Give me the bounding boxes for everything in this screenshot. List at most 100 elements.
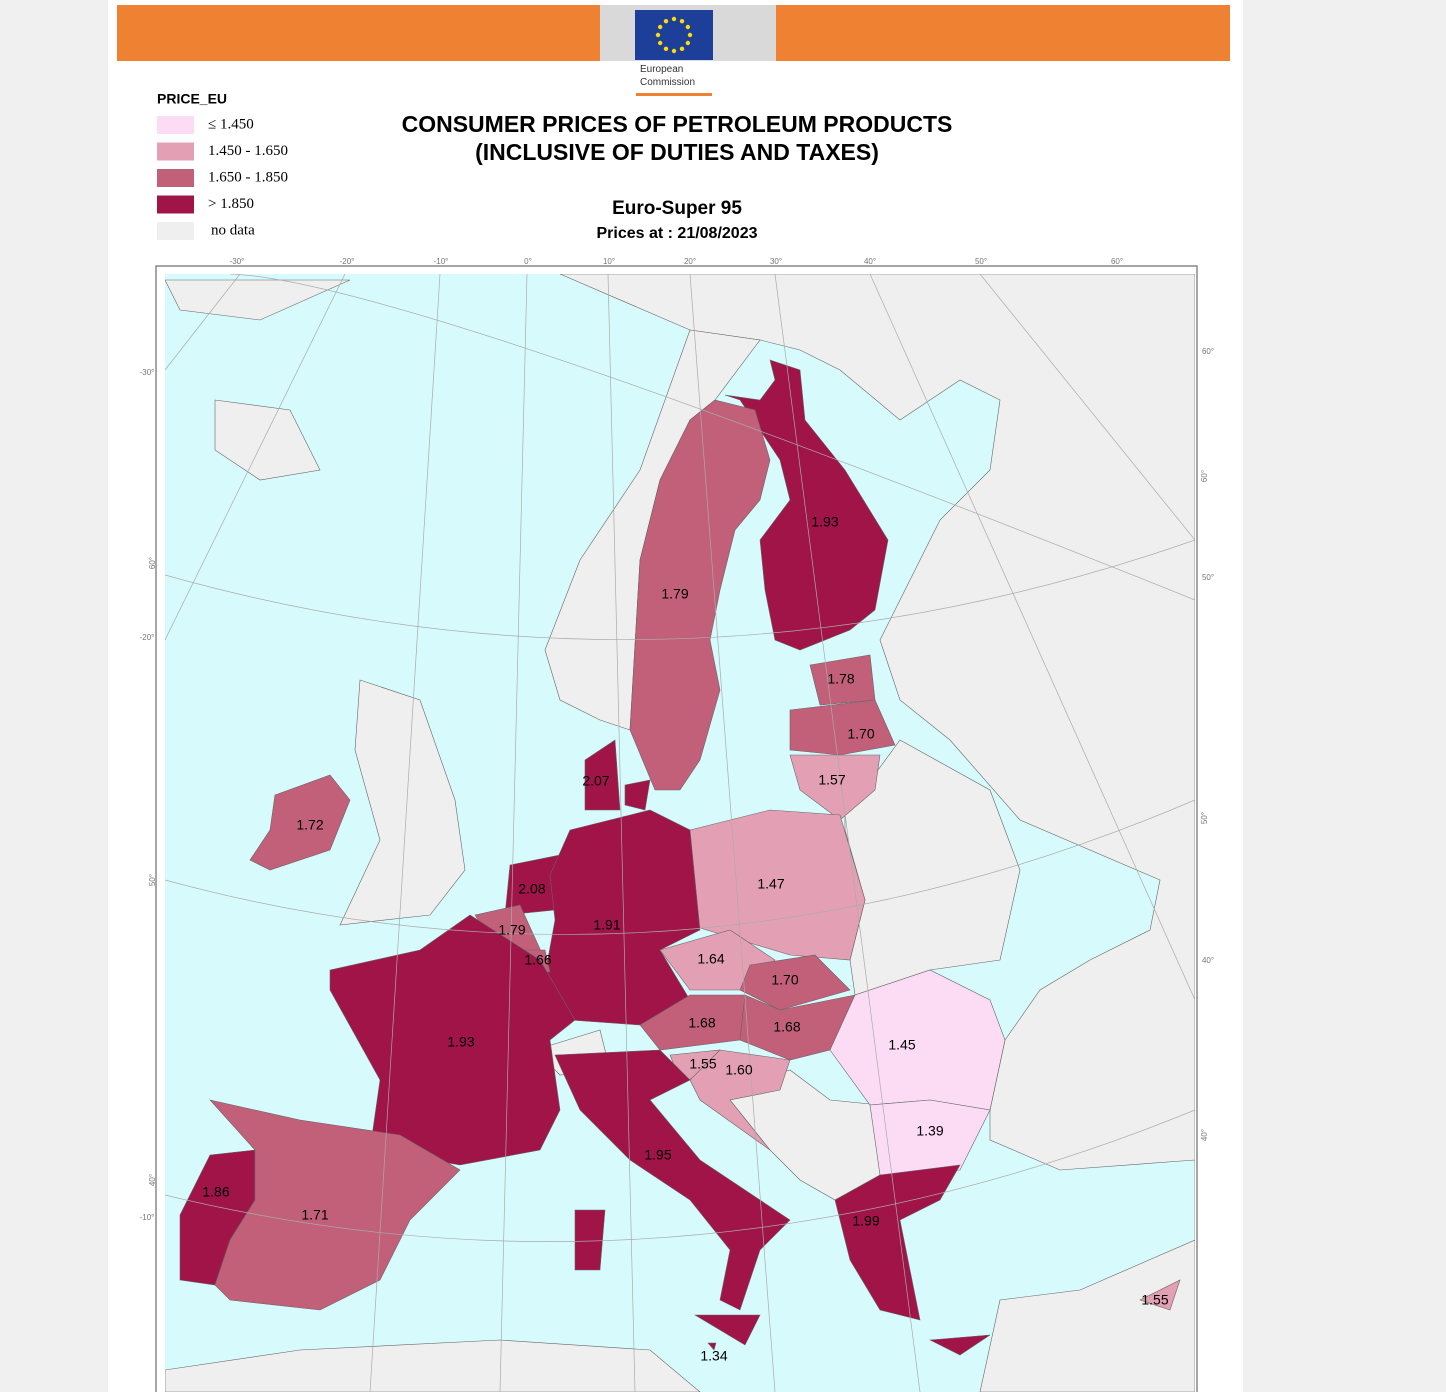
graticule-line [165, 274, 241, 371]
graticule-label: 0° [524, 257, 532, 266]
region-label: 1.70 [847, 726, 874, 742]
country [584, 739, 621, 811]
legend-swatch [157, 222, 194, 240]
country [739, 954, 851, 1011]
graticule-label: -30° [230, 257, 245, 266]
land-no-data [165, 1339, 701, 1392]
graticule-label: 60° [1200, 470, 1209, 482]
logo-underline [636, 93, 712, 96]
region-label: 1.71 [301, 1207, 328, 1223]
region-label: 1.68 [773, 1019, 800, 1035]
star [663, 18, 669, 24]
region-label: 1.47 [757, 876, 784, 892]
country [209, 1099, 461, 1311]
star [687, 32, 693, 38]
region-label: 1.79 [661, 586, 688, 602]
graticule-label: 50° [148, 874, 157, 886]
country [789, 699, 896, 756]
star [671, 16, 677, 22]
region-label: 1.72 [296, 817, 323, 833]
eu-stars [655, 16, 693, 54]
star [655, 32, 661, 38]
legend-swatch [157, 142, 194, 161]
date: Prices at : 21/08/2023 [596, 225, 757, 242]
region-label: 1.79 [498, 922, 525, 938]
graticule-labels: -30° -20° -10° 0° 10° 20° 30° 40° 50° 60° -30° 60° -… [140, 257, 1214, 1222]
legend-swatch [157, 169, 194, 187]
logo-text: Commission [640, 77, 695, 88]
country [629, 399, 771, 791]
country [574, 1209, 606, 1271]
star [685, 40, 691, 46]
region-label: 1.99 [852, 1213, 879, 1229]
graticule-line [499, 274, 528, 1392]
country [554, 1049, 791, 1311]
graticule-label: 60° [148, 557, 157, 569]
graticule-label: -30° [140, 368, 155, 377]
graticule-label: 50° [1200, 812, 1209, 824]
country [689, 1049, 791, 1151]
graticule-label: 20° [684, 257, 696, 266]
graticule-label: 10° [603, 257, 615, 266]
title: (INCLUSIVE OF DUTIES AND TAXES) [475, 139, 879, 165]
graticule-line [774, 274, 921, 1392]
region-label: 2.07 [582, 773, 609, 789]
country [834, 1164, 961, 1321]
legend-label: 1.450 - 1.650 [208, 143, 288, 159]
region-label: 1.68 [688, 1015, 715, 1031]
graticule-line [229, 274, 1195, 601]
region-label: 1.93 [811, 514, 838, 530]
subtitle: Euro-Super 95 [612, 198, 742, 219]
logo-text: European [640, 64, 683, 75]
graticule-line [869, 274, 1195, 1001]
graticule-label: -10° [434, 257, 449, 266]
land-no-data [165, 279, 351, 321]
legend-label: ≤ 1.450 [208, 116, 254, 132]
star [657, 40, 663, 46]
graticule-line [165, 1109, 1195, 1242]
country [544, 809, 701, 1026]
graticule-label: 40° [148, 1174, 157, 1186]
graticule-label: 40° [864, 257, 876, 266]
land-no-data [339, 679, 466, 926]
legend-swatch [157, 195, 194, 214]
graticule-label: -10° [140, 1213, 155, 1222]
region-label: 1.34 [700, 1348, 727, 1364]
country [789, 754, 881, 821]
land [165, 274, 1195, 1392]
star [685, 24, 691, 30]
legend-label: no data [211, 222, 255, 238]
region-label: 1.93 [447, 1034, 474, 1050]
graticule-label: -20° [140, 633, 155, 642]
country [624, 779, 651, 811]
region-label: 1.39 [916, 1123, 943, 1139]
region-label: 1.57 [818, 772, 845, 788]
region-label: 1.64 [697, 951, 724, 967]
graticule-line [689, 274, 776, 1392]
legend: PRICE_EU ≤ 1.450 1.450 - 1.650 1.650 - 1.8… [157, 91, 288, 240]
region-label: 1.66 [524, 952, 551, 968]
land-no-data [559, 274, 1195, 1392]
star [663, 46, 669, 52]
graticule-label: 60° [1202, 347, 1214, 356]
header: European Commission [117, 5, 1230, 96]
region-label: 1.78 [827, 671, 854, 687]
graticule-line [979, 274, 1195, 541]
graticule-label: 30° [770, 257, 782, 266]
graticule-label: 50° [1202, 573, 1214, 582]
graticule-label: 60° [1111, 257, 1123, 266]
region-label: 1.91 [593, 917, 620, 933]
region-label: 1.60 [725, 1062, 752, 1078]
graticule-line [165, 799, 1195, 935]
region-label: 1.55 [689, 1056, 716, 1072]
country [249, 774, 351, 871]
star [657, 24, 663, 30]
region-label: 2.08 [518, 881, 545, 897]
country [693, 1314, 761, 1346]
legend-label: > 1.850 [208, 196, 254, 212]
country [928, 1334, 991, 1356]
star [679, 18, 685, 24]
country [724, 359, 889, 651]
